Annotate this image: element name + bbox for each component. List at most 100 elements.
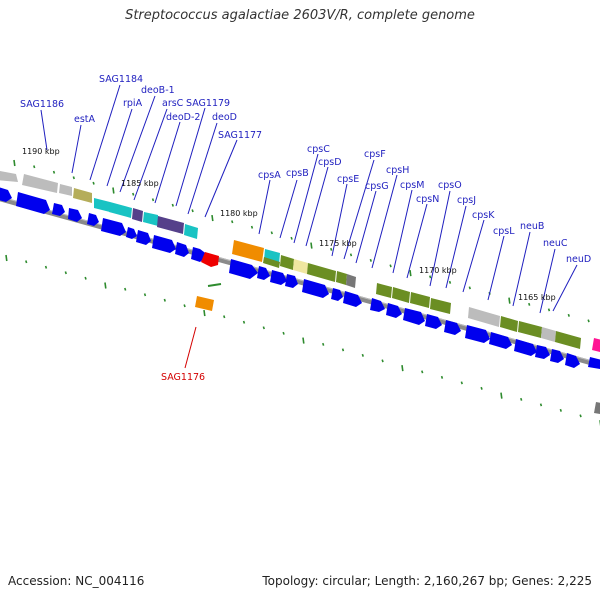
- cds-arrow[interactable]: [136, 230, 151, 245]
- tick-mark: [282, 331, 285, 335]
- cds-arrow[interactable]: [588, 357, 600, 370]
- cds-arrow[interactable]: [550, 349, 564, 363]
- cds-arrow[interactable]: [465, 325, 490, 343]
- gene-label[interactable]: cpsN: [416, 194, 439, 205]
- gene-arrow[interactable]: [184, 224, 198, 239]
- gene-arrow[interactable]: [280, 255, 294, 270]
- gene-label[interactable]: cpsB: [286, 168, 309, 179]
- tick-mark: [163, 298, 166, 302]
- gene-arrow[interactable]: [592, 338, 600, 353]
- gene-arrow-sag1176-orange[interactable]: [195, 296, 214, 311]
- gene-arrow[interactable]: [143, 212, 158, 226]
- cds-arrow[interactable]: [175, 242, 189, 257]
- gene-label[interactable]: cpsO: [438, 180, 462, 191]
- cds-arrow[interactable]: [444, 320, 461, 335]
- gene-arrow[interactable]: [94, 198, 110, 212]
- gene-arrow[interactable]: [555, 331, 581, 349]
- gene-label[interactable]: cpsM: [400, 180, 424, 191]
- gene-arrow[interactable]: [541, 327, 556, 342]
- gene-label[interactable]: SAG1186: [20, 99, 64, 110]
- cds-arrow[interactable]: [403, 308, 425, 325]
- gene-arrow[interactable]: [0, 170, 18, 182]
- kbp-labels: 1190 kbp 1185 kbp 1180 kbp 1175 kbp 1170…: [22, 147, 556, 302]
- cds-arrow[interactable]: [535, 345, 550, 359]
- gene-arrow[interactable]: [132, 208, 143, 222]
- gene-arrow[interactable]: [376, 283, 392, 298]
- tick-mark: [361, 353, 364, 357]
- cds-arrow[interactable]: [302, 279, 329, 298]
- gene-arrow[interactable]: [430, 298, 451, 314]
- gene-arrow[interactable]: [109, 202, 132, 218]
- gene-label[interactable]: cpsA: [258, 170, 281, 181]
- gene-arrow[interactable]: [73, 188, 92, 203]
- gene-label[interactable]: cpsL: [493, 226, 515, 237]
- gene-arrow[interactable]: [157, 216, 184, 234]
- cds-arrow[interactable]: [270, 270, 287, 285]
- gene-arrow[interactable]: [307, 263, 336, 282]
- gene-label[interactable]: SAG1184: [99, 74, 143, 85]
- gene-label[interactable]: deoD-2: [166, 112, 200, 123]
- gene-label[interactable]: neuC: [543, 238, 568, 249]
- cds-arrow[interactable]: [565, 353, 580, 368]
- cds-arrow[interactable]: [343, 291, 362, 307]
- cds-arrow[interactable]: [285, 274, 298, 288]
- tick-mark: [468, 286, 471, 290]
- cds-arrow[interactable]: [331, 288, 343, 301]
- gene-arrow[interactable]: [346, 274, 356, 288]
- gene-label[interactable]: deoD: [212, 112, 237, 123]
- cds-arrow[interactable]: [489, 332, 512, 349]
- gene-label-sag1176[interactable]: SAG1176: [161, 372, 205, 383]
- cds-arrow[interactable]: [152, 235, 176, 253]
- tick-mark: [480, 386, 483, 390]
- gene-arrow[interactable]: [22, 174, 58, 193]
- cds-arrow[interactable]: [229, 259, 258, 279]
- cds-arrow[interactable]: [425, 314, 442, 329]
- tick-mark: [567, 313, 570, 317]
- gene-arrow[interactable]: [59, 184, 72, 196]
- cds-arrow[interactable]: [386, 303, 402, 318]
- cds-arrow[interactable]: [126, 227, 137, 239]
- gene-label[interactable]: cpsH: [386, 165, 409, 176]
- tick-mark: [183, 304, 186, 308]
- kbp-label: 1175 kbp: [319, 239, 357, 248]
- gene-label[interactable]: cpsD: [318, 157, 342, 168]
- gene-label[interactable]: cpsJ: [457, 195, 476, 206]
- gene-label[interactable]: rpiA: [123, 98, 143, 109]
- gene-label[interactable]: neuB: [520, 221, 544, 232]
- gene-label[interactable]: SAG1177: [218, 130, 262, 141]
- tick-mark: [389, 264, 392, 268]
- gene-label[interactable]: cpsC: [307, 144, 330, 155]
- cds-arrow[interactable]: [16, 192, 50, 214]
- cds-arrow[interactable]: [87, 213, 99, 226]
- tick-mark: [429, 275, 432, 279]
- gene-label[interactable]: cpsF: [364, 149, 386, 160]
- gene-label[interactable]: arsC: [162, 98, 184, 109]
- cds-arrow[interactable]: [68, 208, 82, 222]
- gene-arrow[interactable]: [500, 316, 518, 332]
- cds-arrow[interactable]: [101, 218, 126, 236]
- gene-arrow-sag1176-red[interactable]: [201, 252, 219, 267]
- gene-arrow[interactable]: [232, 240, 264, 262]
- gene-arrow[interactable]: [468, 307, 500, 327]
- gene-arrow[interactable]: [336, 271, 347, 285]
- gene-label[interactable]: SAG1179: [186, 98, 230, 109]
- tick-mark: [250, 225, 254, 229]
- gene-arrow[interactable]: [293, 259, 308, 274]
- cds-arrow[interactable]: [257, 266, 270, 280]
- gene-arrow[interactable]: [263, 257, 280, 268]
- gene-label[interactable]: cpsG: [365, 181, 389, 192]
- cds-arrow[interactable]: [52, 203, 65, 216]
- cds-arrow[interactable]: [0, 186, 12, 202]
- cds-arrow[interactable]: [514, 339, 537, 356]
- gene-arrow[interactable]: [392, 287, 410, 303]
- gene-arrow[interactable]: [518, 321, 542, 338]
- cds-arrow[interactable]: [370, 298, 385, 312]
- gene-label[interactable]: estA: [74, 114, 96, 125]
- gene-label[interactable]: deoB-1: [141, 85, 175, 96]
- gene-label[interactable]: cpsE: [337, 174, 359, 185]
- tick-mark: [242, 320, 246, 324]
- gene-arrow[interactable]: [594, 402, 600, 415]
- gene-arrow[interactable]: [410, 292, 430, 308]
- gene-label[interactable]: cpsK: [472, 210, 495, 221]
- gene-label[interactable]: neuD: [566, 254, 591, 265]
